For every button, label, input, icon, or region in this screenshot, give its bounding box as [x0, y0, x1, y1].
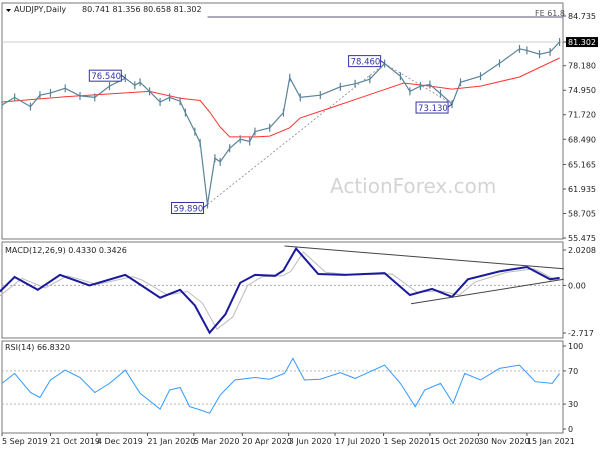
watermark: ActionForex.com [330, 174, 496, 198]
rsi-title: RSI(14) 66.8320 [5, 343, 70, 352]
y-tick-label: 58.705 [568, 209, 596, 218]
x-tick-label: 21 Jan 2020 [147, 437, 195, 446]
current-price-tag [566, 37, 598, 48]
y-tick-label: 61.935 [568, 185, 596, 194]
y-tick-label: 65.165 [568, 160, 596, 169]
price-label: 78.460 [351, 58, 381, 68]
price-label-connector [203, 204, 208, 208]
y-tick-label: 30 [568, 400, 578, 409]
x-tick-label: 1 Sep 2020 [384, 437, 430, 446]
symbol-title: AUDJPY,Daily [14, 5, 66, 14]
y-tick-label: -2.717 [568, 329, 594, 338]
y-tick-label: 0 [568, 425, 573, 434]
x-tick-label: 5 Mar 2020 [194, 437, 240, 446]
x-tick-label: 5 Sep 2019 [2, 437, 48, 446]
price-label: 73.130 [418, 104, 448, 114]
x-tick-label: 15 Oct 2020 [430, 437, 479, 446]
y-tick-label: 55.475 [568, 234, 596, 243]
fe-label: FE 61.8 [535, 9, 565, 18]
y-tick-label: 74.950 [568, 86, 596, 95]
panel-frame [1, 340, 564, 434]
moving-average-line [1, 57, 560, 138]
x-tick-label: 30 Nov 2020 [478, 437, 529, 446]
dropdown-triangle-icon[interactable] [6, 9, 11, 12]
x-tick-label: 3 Jun 2020 [289, 437, 332, 446]
y-tick-label: 71.720 [568, 111, 596, 120]
y-tick-label: 100 [568, 342, 583, 351]
y-tick-label: 68.490 [568, 135, 596, 144]
price-title: AUDJPY,Daily 80.741 81.356 80.658 81.302 [6, 5, 202, 14]
x-tick-label: 20 Apr 2020 [242, 437, 291, 446]
y-tick-label: 2.0208 [568, 246, 596, 255]
panel-frame [1, 2, 564, 240]
panel-frame [1, 241, 564, 339]
x-tick-label: 21 Oct 2019 [50, 437, 99, 446]
y-tick-label: 78.180 [568, 62, 596, 71]
macd-trendline [410, 278, 564, 305]
y-tick-label: 70 [568, 367, 578, 376]
price-label-box [415, 101, 449, 114]
retrace-dashed-line [384, 63, 453, 105]
price-label: 76.540 [91, 72, 121, 82]
y-tick-label: 84.735 [568, 12, 596, 21]
macd-title: MACD(12,26,9) 0.4330 0.3426 [5, 246, 127, 255]
price-label: 59.890 [174, 205, 204, 215]
price-label-connector [121, 74, 126, 79]
price-label-box [171, 202, 205, 215]
x-tick-label: 17 Jul 2020 [335, 437, 380, 446]
macd-trendline [284, 245, 564, 270]
macd-signal-line [0, 251, 560, 330]
ohlc-readout: 80.741 81.356 80.658 81.302 [82, 5, 202, 14]
y-tick-label: 0.00 [568, 281, 586, 290]
x-tick-label: 4 Dec 2019 [97, 437, 143, 446]
rsi-line [1, 357, 561, 414]
y-tick-label: 81.302 [568, 38, 596, 47]
price-label-connector [380, 60, 385, 65]
price-label-connector [447, 103, 453, 108]
macd-line [0, 246, 560, 335]
x-tick-label: 15 Jan 2021 [527, 437, 575, 446]
